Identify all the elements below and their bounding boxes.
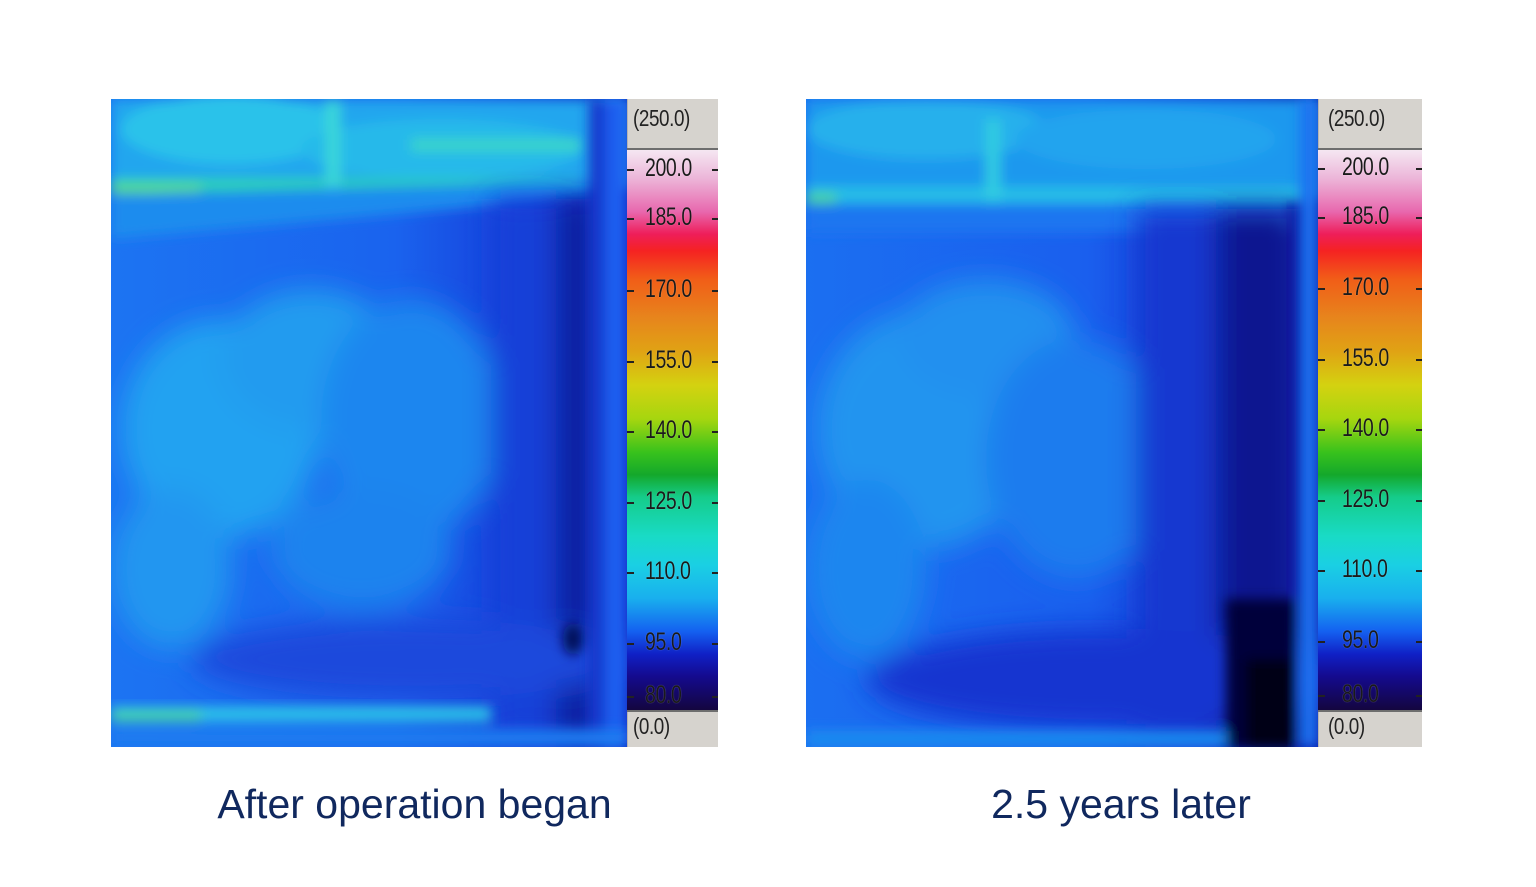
color-scale-bar: 200.0 185.0 170.0 155.0 140.0 125.0 110.… [1318, 148, 1422, 712]
scale-tick: 170.0 [627, 275, 718, 303]
scale-tick: 110.0 [1318, 555, 1422, 583]
scale-tick: 200.0 [627, 154, 718, 182]
scale-max-label: (250.0) [633, 105, 690, 131]
scale-min-label: (0.0) [1328, 713, 1365, 739]
scale-tick: 125.0 [627, 487, 718, 515]
tick-label: 110.0 [645, 557, 691, 585]
temperature-scale-before: (250.0) 200.0 185.0 170.0 155.0 140.0 12… [627, 99, 718, 747]
tick-label: 155.0 [645, 346, 692, 374]
scale-tick: 155.0 [1318, 344, 1422, 372]
scale-tick: 140.0 [627, 416, 718, 444]
tick-label: 95.0 [1342, 626, 1379, 654]
scale-tick: 80.0 [1318, 680, 1422, 708]
scale-tick: 125.0 [1318, 485, 1422, 513]
scale-tick: 140.0 [1318, 414, 1422, 442]
color-scale-bar: 200.0 185.0 170.0 155.0 140.0 125.0 110.… [627, 148, 718, 712]
scale-tick: 170.0 [1318, 273, 1422, 301]
tick-label: 95.0 [645, 628, 682, 656]
tick-label: 155.0 [1342, 344, 1389, 372]
tick-label: 110.0 [1342, 555, 1388, 583]
tick-label: 185.0 [1342, 202, 1389, 230]
scale-tick: 200.0 [1318, 153, 1422, 181]
scale-tick: 155.0 [627, 346, 718, 374]
scale-tick: 185.0 [1318, 202, 1422, 230]
scale-tick: 95.0 [1318, 626, 1422, 654]
tick-label: 140.0 [645, 416, 692, 444]
thermal-image-before [111, 99, 627, 747]
thermal-panel-after: (250.0) 200.0 185.0 170.0 155.0 140.0 12… [806, 99, 1422, 747]
thermal-panel-before: (250.0) 200.0 185.0 170.0 155.0 140.0 12… [111, 99, 718, 747]
scale-max-label: (250.0) [1328, 105, 1385, 131]
tick-label: 185.0 [645, 203, 692, 231]
tick-label: 80.0 [1342, 680, 1379, 708]
tick-label: 140.0 [1342, 414, 1389, 442]
scale-min-label: (0.0) [633, 713, 670, 739]
scale-tick: 95.0 [627, 628, 718, 656]
scale-tick: 80.0 [627, 681, 718, 709]
scale-tick: 185.0 [627, 203, 718, 231]
tick-label: 200.0 [645, 154, 692, 182]
thermal-image-after [806, 99, 1318, 747]
tick-label: 125.0 [1342, 485, 1389, 513]
caption-before: After operation began [217, 781, 612, 827]
tick-label: 170.0 [1342, 273, 1389, 301]
tick-label: 125.0 [645, 487, 692, 515]
caption-after: 2.5 years later [991, 781, 1251, 827]
temperature-scale-after: (250.0) 200.0 185.0 170.0 155.0 140.0 12… [1318, 99, 1422, 747]
tick-label: 80.0 [645, 681, 682, 709]
tick-label: 170.0 [645, 275, 692, 303]
scale-tick: 110.0 [627, 557, 718, 585]
tick-label: 200.0 [1342, 153, 1389, 181]
